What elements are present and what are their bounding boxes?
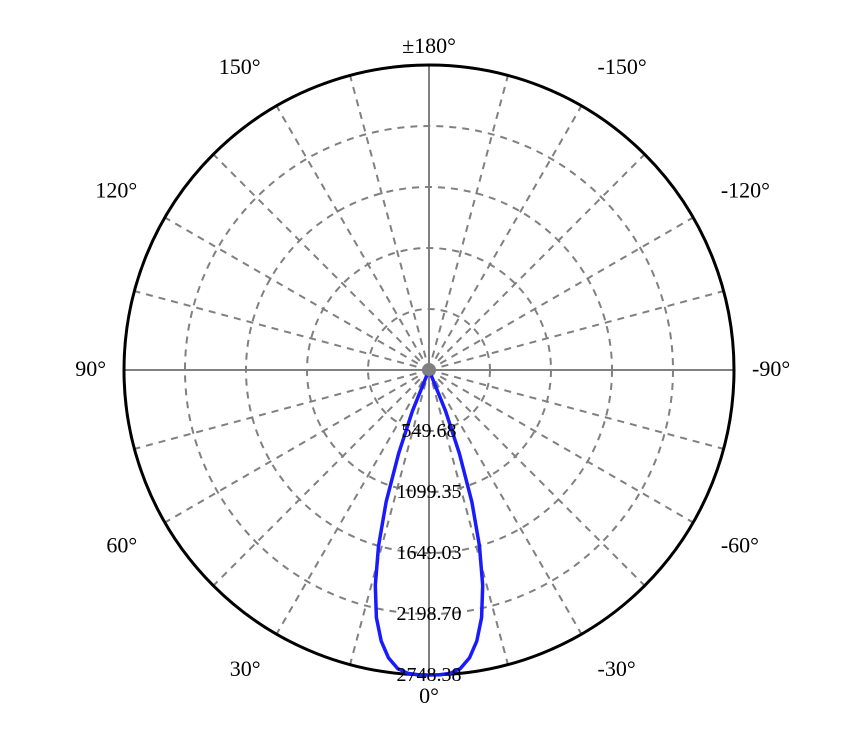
angle-label: -90° xyxy=(752,356,790,381)
angle-label: 60° xyxy=(106,533,137,558)
radial-label: 2198.70 xyxy=(397,603,462,625)
angle-label: 30° xyxy=(230,656,261,681)
polar-chart: 549.681099.351649.032198.702748.38±180°1… xyxy=(0,0,858,735)
angle-label: 90° xyxy=(75,356,106,381)
angle-label: -150° xyxy=(598,54,647,79)
angle-label: -120° xyxy=(721,178,770,203)
radial-label: 1649.03 xyxy=(397,542,462,564)
angle-label: 0° xyxy=(419,683,439,708)
polar-svg: 549.681099.351649.032198.702748.38±180°1… xyxy=(0,0,858,735)
angle-label: -60° xyxy=(721,533,759,558)
angle-label: ±180° xyxy=(402,33,456,58)
angle-label: 120° xyxy=(95,178,137,203)
radial-label: 549.68 xyxy=(402,420,457,442)
angle-label: 150° xyxy=(219,54,261,79)
angle-label: -30° xyxy=(598,656,636,681)
radial-label: 1099.35 xyxy=(397,481,462,503)
center-hub xyxy=(423,364,435,376)
